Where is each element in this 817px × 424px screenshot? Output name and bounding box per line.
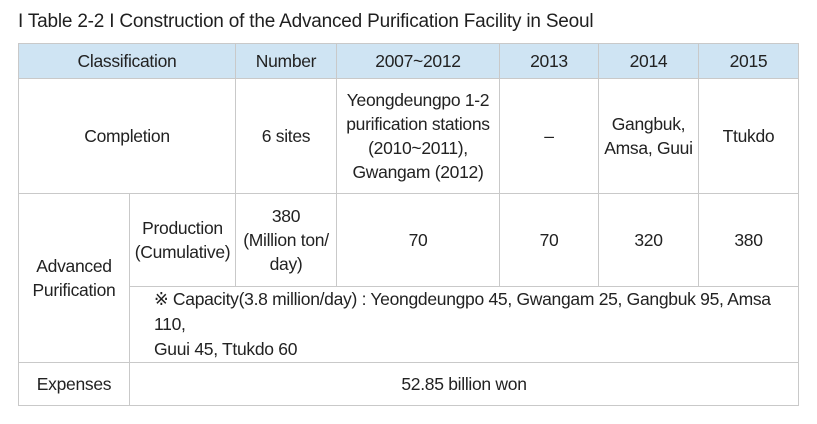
header-classification: Classification <box>18 43 236 79</box>
completion-2013: – <box>499 78 599 194</box>
completion-2015: Ttukdo <box>698 78 799 194</box>
purification-facility-table: Classification Number 2007~2012 2013 201… <box>18 43 799 406</box>
production-number-line: day) <box>269 254 303 274</box>
completion-2007-2012-line: Yeongdeungpo 1-2 <box>346 90 490 110</box>
production-number-line: 380 <box>271 206 301 226</box>
completion-2014: Gangbuk, Amsa, Guui <box>598 78 699 194</box>
expenses-row: Expenses 52.85 billion won <box>18 362 799 406</box>
production-label-line: (Cumulative) <box>134 242 231 262</box>
completion-2014-line: Gangbuk, <box>611 114 686 134</box>
completion-2007-2012-line: Gwangam (2012) <box>352 162 484 182</box>
production-number-line: (Million ton/ <box>243 230 329 250</box>
table-caption: I Table 2-2 I Construction of the Advanc… <box>18 11 594 32</box>
completion-number: 6 sites <box>235 78 337 194</box>
advanced-label-line: Advanced <box>36 256 112 276</box>
production-label-line: Production <box>142 218 223 238</box>
header-row: Classification Number 2007~2012 2013 201… <box>18 43 799 79</box>
production-label: Production (Cumulative) <box>129 193 236 287</box>
expenses-value: 52.85 billion won <box>129 362 799 406</box>
production-2015: 380 <box>698 193 799 287</box>
production-row: Advanced Purification Production (Cumula… <box>18 193 799 363</box>
header-2014: 2014 <box>598 43 699 79</box>
production-2014: 320 <box>598 193 699 287</box>
production-2013: 70 <box>499 193 599 287</box>
header-2013: 2013 <box>499 43 599 79</box>
completion-2014-line: Amsa, Guui <box>604 138 693 158</box>
header-number: Number <box>235 43 337 79</box>
production-2007-2012: 70 <box>336 193 500 287</box>
capacity-note-line: Guui 45, Ttukdo 60 <box>154 339 298 359</box>
completion-label: Completion <box>18 78 236 194</box>
advanced-label-line: Purification <box>32 280 116 300</box>
capacity-note-row: ※ Capacity(3.8 million/day) : Yeongdeung… <box>19 286 799 363</box>
completion-2007-2012: Yeongdeungpo 1-2 purification stations (… <box>336 78 500 194</box>
header-2015: 2015 <box>698 43 799 79</box>
header-2007-2012: 2007~2012 <box>336 43 500 79</box>
completion-2007-2012-line: (2010~2011), <box>368 138 468 158</box>
capacity-note: ※ Capacity(3.8 million/day) : Yeongdeung… <box>129 286 799 363</box>
capacity-note-line: ※ Capacity(3.8 million/day) : Yeongdeung… <box>154 289 771 334</box>
expenses-label: Expenses <box>18 362 130 406</box>
production-number: 380 (Million ton/ day) <box>235 193 337 287</box>
completion-2007-2012-line: purification stations <box>346 114 490 134</box>
completion-row: Completion 6 sites Yeongdeungpo 1-2 puri… <box>18 78 799 194</box>
advanced-purification-label: Advanced Purification <box>18 193 130 363</box>
